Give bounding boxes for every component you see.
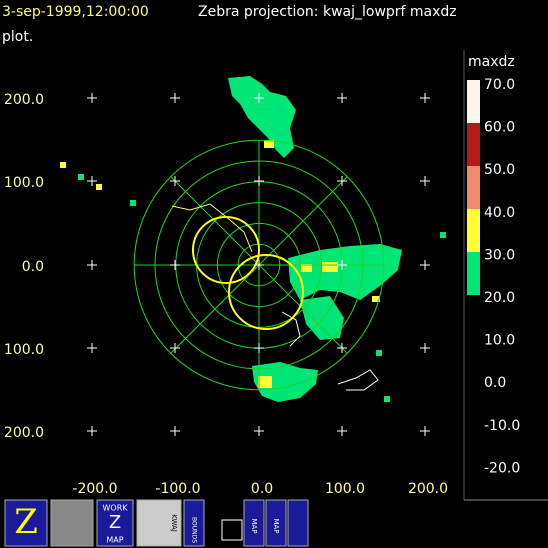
x-tick-label: -100.0 <box>155 481 200 497</box>
x-tick-label: 0.0 <box>251 481 273 497</box>
bounds-icon[interactable] <box>183 499 205 547</box>
colorbar-labels: 70.0 60.0 50.0 40.0 30.0 20.0 10.0 0.0 -10.0 -20.… <box>484 77 520 476</box>
radar-range-circle <box>228 254 304 330</box>
colorbar-swatch <box>467 80 480 123</box>
x-tick-label: 200.0 <box>408 481 448 497</box>
icon-label: MAP <box>250 518 258 533</box>
zebra-z: Z <box>14 502 38 542</box>
grid-crosses <box>87 93 430 436</box>
grid-icon[interactable] <box>221 519 243 541</box>
icon-label: MAP <box>106 536 123 545</box>
x-tick-label: -200.0 <box>72 481 117 497</box>
colorbar-label: 70.0 <box>484 77 515 93</box>
map-icon[interactable] <box>243 499 265 547</box>
loop-icon[interactable] <box>287 499 309 547</box>
title: Zebra projection: kwaj_lowprf maxdz <box>198 4 457 20</box>
colorbar-label: 20.0 <box>484 290 515 306</box>
colorbar-label: -20.0 <box>484 460 520 476</box>
y-tick-label: 100.0 <box>4 175 44 191</box>
y-tick-label: 200.0 <box>4 425 44 441</box>
icon-bar: Z WORK Z MAP KWAJ BOUNDS MAP MAP <box>4 499 309 547</box>
coastline <box>281 311 301 347</box>
colorbar-label: -10.0 <box>484 418 520 434</box>
azimuth-spoke <box>170 176 260 266</box>
icon-label: MAP <box>272 518 280 533</box>
y-tick-label: 200.0 <box>4 92 44 108</box>
colorbar-label: 10.0 <box>484 333 515 349</box>
colorbar-title: maxdz <box>468 54 515 70</box>
icon-label: BOUNDS <box>191 517 198 543</box>
radar-echoes <box>60 76 446 402</box>
coastline <box>171 203 253 253</box>
azimuth-spoke <box>258 264 348 354</box>
coastline <box>337 369 379 391</box>
y-tick-label: 100.0 <box>4 342 44 358</box>
satellite-icon[interactable] <box>50 499 94 547</box>
colorbar-label: 60.0 <box>484 120 515 136</box>
colorbar-swatch <box>467 209 480 252</box>
colorbar-label: 30.0 <box>484 247 515 263</box>
colorbar-label: 40.0 <box>484 205 515 221</box>
map-icon[interactable] <box>265 499 287 547</box>
icon-label: WORK <box>102 504 128 513</box>
y-tick-label: 0.0 <box>22 259 44 275</box>
colorbar-swatch <box>467 123 480 166</box>
colorbar-swatch <box>467 166 480 209</box>
zebra-icon[interactable] <box>4 499 48 547</box>
radar-range-circle <box>192 216 260 284</box>
kwaj-icon[interactable] <box>136 499 182 547</box>
colorbar-label: 0.0 <box>484 375 506 391</box>
icon-label: KWAJ <box>170 514 178 532</box>
colorbar-swatch <box>467 252 480 295</box>
time-label: 3-sep-1999,12:00:00 <box>2 4 149 20</box>
colorbar-label: 50.0 <box>484 162 515 178</box>
workmap-icon[interactable] <box>96 499 134 547</box>
azimuth-spoke <box>258 176 348 266</box>
azimuth-spoke <box>170 264 260 354</box>
x-tick-label: 100.0 <box>325 481 365 497</box>
title-cont: plot. <box>2 29 33 45</box>
icon-label: Z <box>109 512 121 533</box>
